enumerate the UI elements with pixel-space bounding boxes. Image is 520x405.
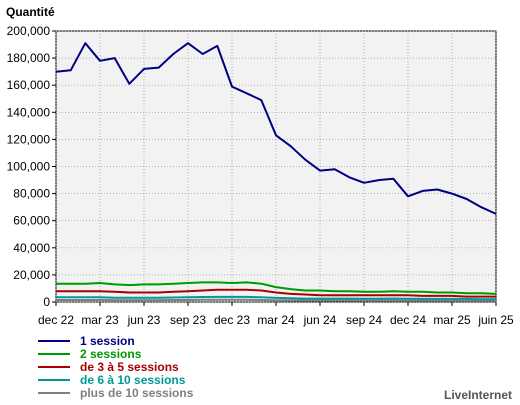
chart: Quantité 0 20,000 40,000 60,000 80,000 100,00…	[6, 5, 514, 327]
y-tick-label: 200,000	[7, 24, 51, 38]
y-tick-label: 140,000	[7, 105, 51, 119]
series-line-2-sessions	[56, 281, 497, 295]
series-line-plus-de-10-sessions	[56, 298, 496, 302]
x-tick-label: jun 23	[127, 313, 161, 327]
legend-swatch	[38, 340, 70, 342]
chart-title: Quantité	[6, 5, 55, 19]
x-tick-label: sep 23	[170, 313, 206, 327]
legend-label: de 3 à 5 sessions	[80, 360, 179, 374]
y-tick-label: 60,000	[13, 214, 50, 228]
y-tick-label: 80,000	[13, 187, 50, 201]
y-tick-label: 180,000	[7, 51, 51, 65]
legend-swatch	[38, 379, 70, 381]
x-tick-label: dec 23	[214, 313, 250, 327]
x-tick-label: mar 24	[257, 313, 295, 327]
y-tick-label: 0	[43, 295, 50, 309]
x-tick-label: dec 22	[38, 313, 74, 327]
y-tick-label: 20,000	[13, 268, 50, 282]
y-tick-label: 120,000	[7, 132, 51, 146]
x-tick-label: mar 25	[433, 313, 471, 327]
legend-swatch	[38, 366, 70, 368]
x-tick-label: dec 24	[390, 313, 426, 327]
series-line-1-session	[55, 42, 497, 215]
legend-label: 2 sessions	[80, 347, 142, 361]
series-line-de-3-a-5-sessions	[56, 288, 496, 298]
y-axis-ticks: 0 20,000 40,000 60,000 80,000 100,000 120,000 1…	[7, 24, 56, 309]
legend-label: 1 session	[80, 334, 135, 348]
x-tick-label: juin 25	[477, 313, 514, 327]
y-tick-label: 40,000	[13, 241, 50, 255]
grid-lines	[55, 30, 497, 303]
legend-label: plus de 10 sessions	[80, 386, 194, 400]
x-axis-ticks: dec 22 mar 23 jun 23 sep 23 dec 23 mar 24 jun …	[38, 302, 514, 327]
x-tick-label: sep 24	[346, 313, 382, 327]
y-tick-label: 160,000	[7, 78, 51, 92]
y-tick-label: 100,000	[7, 160, 51, 174]
series-line-de-6-a-10-sessions	[56, 295, 497, 301]
x-tick-label: mar 23	[81, 313, 119, 327]
series-lines	[55, 42, 497, 302]
legend-swatch	[38, 392, 70, 394]
x-tick-label: jun 24	[303, 313, 337, 327]
legend-label: de 6 à 10 sessions	[80, 373, 186, 387]
legend-swatch	[38, 353, 70, 355]
source-credit: LiveInternet	[443, 388, 512, 402]
